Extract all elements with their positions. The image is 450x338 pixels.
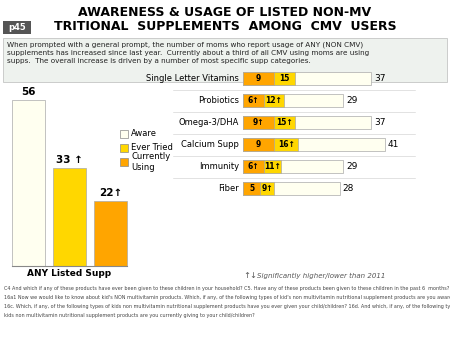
Bar	[243, 116, 295, 129]
Text: 56: 56	[21, 87, 36, 97]
Bar	[53, 168, 86, 266]
Bar	[243, 94, 343, 107]
Bar	[243, 160, 264, 173]
Text: 9↑: 9↑	[253, 118, 264, 127]
Bar	[120, 144, 128, 152]
Bar	[120, 130, 128, 138]
Bar	[243, 160, 281, 173]
Bar	[243, 182, 340, 195]
Text: C4 And which if any of these products have ever been given to these children in : C4 And which if any of these products ha…	[4, 286, 450, 291]
Bar	[243, 72, 274, 85]
Text: Currently
Using: Currently Using	[131, 152, 170, 172]
Text: 9: 9	[256, 140, 261, 149]
Text: Ever Tried: Ever Tried	[131, 144, 173, 152]
Text: 37: 37	[374, 118, 385, 127]
Text: 41: 41	[387, 140, 399, 149]
Bar	[94, 201, 127, 266]
Bar	[243, 182, 274, 195]
Text: Significantly higher/lower than 2011: Significantly higher/lower than 2011	[257, 273, 385, 279]
Text: 29: 29	[346, 96, 358, 105]
Text: When prompted with a general prompt, the number of moms who report usage of ANY : When prompted with a general prompt, the…	[7, 41, 369, 65]
Text: 6↑: 6↑	[248, 96, 259, 105]
Text: 22↑: 22↑	[99, 188, 122, 198]
Text: TRITIONAL  SUPPLEMENTS  AMONG  CMV  USERS: TRITIONAL SUPPLEMENTS AMONG CMV USERS	[54, 20, 396, 33]
Bar	[243, 72, 371, 85]
Text: ↑↓: ↑↓	[243, 271, 257, 281]
Bar	[120, 158, 128, 166]
Bar	[243, 116, 274, 129]
Text: 33 ↑: 33 ↑	[56, 155, 83, 165]
Text: Aware: Aware	[131, 129, 157, 139]
Text: 15: 15	[279, 74, 290, 83]
Text: ANY Listed Supp: ANY Listed Supp	[27, 269, 112, 278]
Bar	[243, 138, 274, 151]
Text: 5: 5	[249, 184, 254, 193]
Bar	[243, 138, 385, 151]
Text: 15↑: 15↑	[276, 118, 293, 127]
Bar	[243, 182, 260, 195]
Text: kids non multivitamin nutritional supplement products are you currently giving t: kids non multivitamin nutritional supple…	[4, 313, 255, 318]
Text: 9↑: 9↑	[261, 184, 273, 193]
Bar	[243, 116, 371, 129]
Text: 16a1 Now we would like to know about kid's NON multivitamin products. Which, if : 16a1 Now we would like to know about kid…	[4, 295, 450, 300]
Text: Immunity: Immunity	[199, 162, 239, 171]
Text: 11↑: 11↑	[264, 162, 281, 171]
Text: 16c. Which, if any, of the following types of kids non multivitamin nutritional : 16c. Which, if any, of the following typ…	[4, 304, 450, 309]
Text: 29: 29	[346, 162, 358, 171]
Text: p45: p45	[8, 23, 26, 32]
Text: Calcium Supp: Calcium Supp	[181, 140, 239, 149]
Text: 9: 9	[256, 74, 261, 83]
Bar	[3, 21, 31, 34]
Bar	[243, 138, 298, 151]
Bar	[243, 160, 343, 173]
Text: Fiber: Fiber	[218, 184, 239, 193]
Text: Omega-3/DHA: Omega-3/DHA	[179, 118, 239, 127]
Text: Single Letter Vitamins: Single Letter Vitamins	[146, 74, 239, 83]
Text: 6↑: 6↑	[248, 162, 259, 171]
Bar	[243, 94, 264, 107]
Text: AWARENESS & USAGE OF LISTED NON-MV: AWARENESS & USAGE OF LISTED NON-MV	[78, 6, 372, 19]
Bar	[243, 94, 284, 107]
Bar	[3, 38, 447, 82]
Text: 37: 37	[374, 74, 385, 83]
Text: Probiotics: Probiotics	[198, 96, 239, 105]
Bar	[243, 72, 295, 85]
Bar	[12, 100, 45, 266]
Text: 28: 28	[343, 184, 354, 193]
Text: 16↑: 16↑	[278, 140, 295, 149]
Text: 12↑: 12↑	[266, 96, 283, 105]
